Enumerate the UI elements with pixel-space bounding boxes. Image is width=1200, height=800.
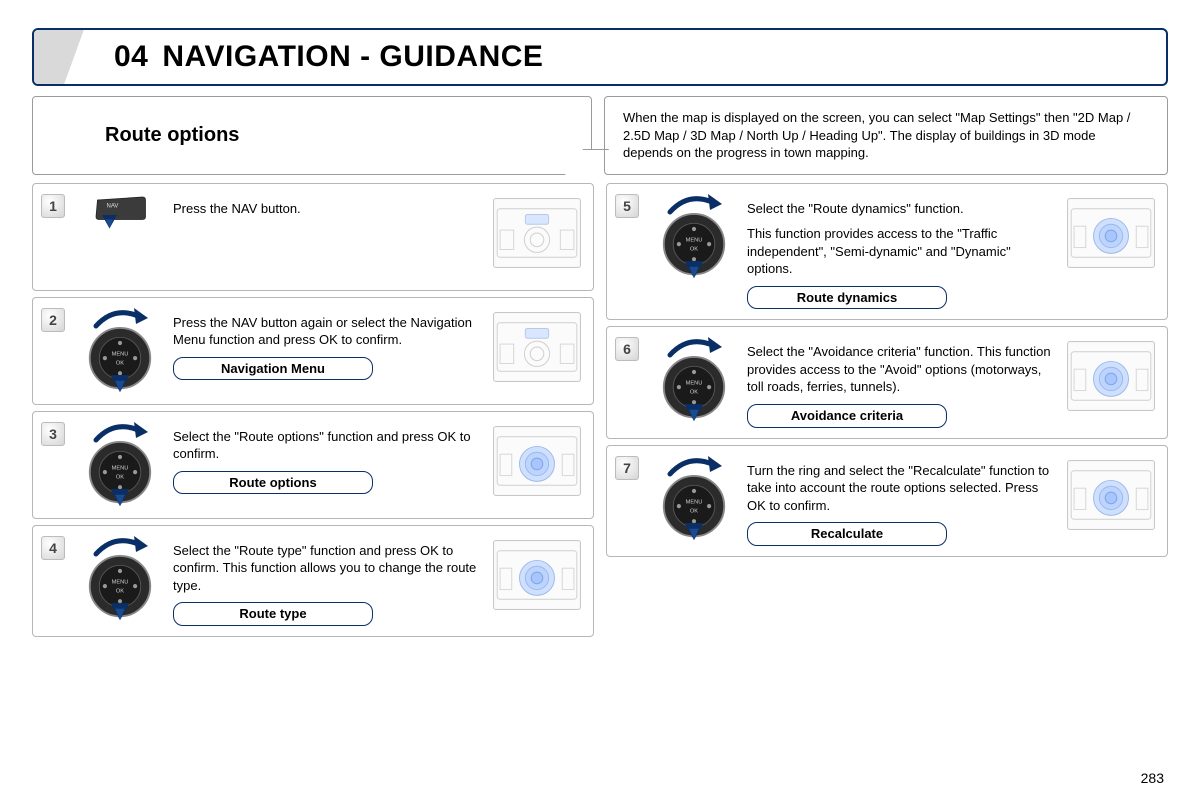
step-thumbnail-column — [1065, 194, 1157, 268]
steps-column-left: 1 Press the NAV button. 2 Press the NAV but… — [32, 183, 594, 637]
steps-column-right: 5 Select the "Route dynamics" function. Th… — [606, 183, 1168, 637]
subheading-row: Route options When the map is displayed … — [32, 96, 1168, 175]
menu-label: Avoidance criteria — [747, 404, 947, 428]
step-icon-column — [77, 194, 163, 230]
step-text-column: Press the NAV button again or select the… — [173, 308, 481, 381]
menu-label: Route options — [173, 471, 373, 495]
console-thumbnail — [493, 540, 581, 610]
console-thumbnail — [493, 198, 581, 268]
step-thumbnail-column — [491, 536, 583, 610]
instruction-step: 2 Press the NAV button again or select th… — [32, 297, 594, 405]
step-number-badge: 1 — [41, 194, 65, 218]
step-text-line: Turn the ring and select the "Recalculat… — [747, 462, 1055, 515]
step-icon-column — [651, 194, 737, 280]
map-settings-description: When the map is displayed on the screen,… — [623, 110, 1130, 160]
dial-icon — [86, 326, 154, 394]
instruction-step: 4 Select the "Route type" function and pr… — [32, 525, 594, 637]
menu-label: Route type — [173, 602, 373, 626]
menu-label: Navigation Menu — [173, 357, 373, 381]
step-number-badge: 6 — [615, 337, 639, 361]
step-icon-column — [651, 337, 737, 423]
step-text-line: This function provides access to the "Tr… — [747, 225, 1055, 278]
dial-icon — [86, 440, 154, 508]
step-text-column: Select the "Route dynamics" function. Thi… — [747, 194, 1055, 310]
console-thumbnail — [1067, 198, 1155, 268]
dial-icon — [86, 554, 154, 622]
chapter-number: 04 — [114, 40, 148, 73]
dial-icon — [660, 212, 728, 280]
step-number-badge: 5 — [615, 194, 639, 218]
step-text-column: Select the "Route type" function and pre… — [173, 536, 481, 626]
step-thumbnail-column — [491, 422, 583, 496]
dial-icon — [660, 474, 728, 542]
instruction-step: 3 Select the "Route options" function and… — [32, 411, 594, 519]
step-thumbnail-column — [491, 194, 583, 268]
step-text-line: Select the "Route options" function and … — [173, 428, 481, 463]
instruction-step: 6 Select the "Avoidance criteria" functio… — [606, 326, 1168, 438]
instruction-step: 7 Turn the ring and select the "Recalcula… — [606, 445, 1168, 557]
chapter-header: 04 NAVIGATION - GUIDANCE — [32, 28, 1168, 86]
step-text-column: Select the "Avoidance criteria" function… — [747, 337, 1055, 427]
step-icon-column — [77, 536, 163, 622]
console-thumbnail — [493, 426, 581, 496]
step-text-line: Press the NAV button again or select the… — [173, 314, 481, 349]
step-number-badge: 4 — [41, 536, 65, 560]
section-title: Route options — [105, 124, 239, 147]
instruction-step: 5 Select the "Route dynamics" function. Th… — [606, 183, 1168, 321]
console-thumbnail — [1067, 460, 1155, 530]
console-thumbnail — [1067, 341, 1155, 411]
menu-label: Route dynamics — [747, 286, 947, 310]
step-text-column: Turn the ring and select the "Recalculat… — [747, 456, 1055, 546]
step-text-column: Press the NAV button. — [173, 194, 481, 218]
subheading-right: When the map is displayed on the screen,… — [604, 96, 1168, 175]
chapter-title: NAVIGATION - GUIDANCE — [162, 40, 543, 73]
page-number: 283 — [1141, 770, 1164, 786]
step-text-column: Select the "Route options" function and … — [173, 422, 481, 495]
step-thumbnail-column — [1065, 337, 1157, 411]
dial-icon — [660, 355, 728, 423]
step-number-badge: 3 — [41, 422, 65, 446]
step-icon-column — [651, 456, 737, 542]
chapter-title-text: 04 NAVIGATION - GUIDANCE — [114, 40, 543, 73]
menu-label: Recalculate — [747, 522, 947, 546]
steps-columns: 1 Press the NAV button. 2 Press the NAV but… — [32, 183, 1168, 637]
box-notch — [565, 149, 609, 175]
step-number-badge: 2 — [41, 308, 65, 332]
step-icon-column — [77, 422, 163, 508]
subheading-left: Route options — [32, 96, 592, 175]
step-thumbnail-column — [1065, 456, 1157, 530]
nav-button-icon — [84, 194, 156, 230]
instruction-step: 1 Press the NAV button. — [32, 183, 594, 291]
step-number-badge: 7 — [615, 456, 639, 480]
step-text-line: Press the NAV button. — [173, 200, 481, 218]
step-text-line: Select the "Route dynamics" function. — [747, 200, 1055, 218]
step-text-line: Select the "Route type" function and pre… — [173, 542, 481, 595]
console-thumbnail — [493, 312, 581, 382]
step-icon-column — [77, 308, 163, 394]
step-thumbnail-column — [491, 308, 583, 382]
step-text-line: Select the "Avoidance criteria" function… — [747, 343, 1055, 396]
